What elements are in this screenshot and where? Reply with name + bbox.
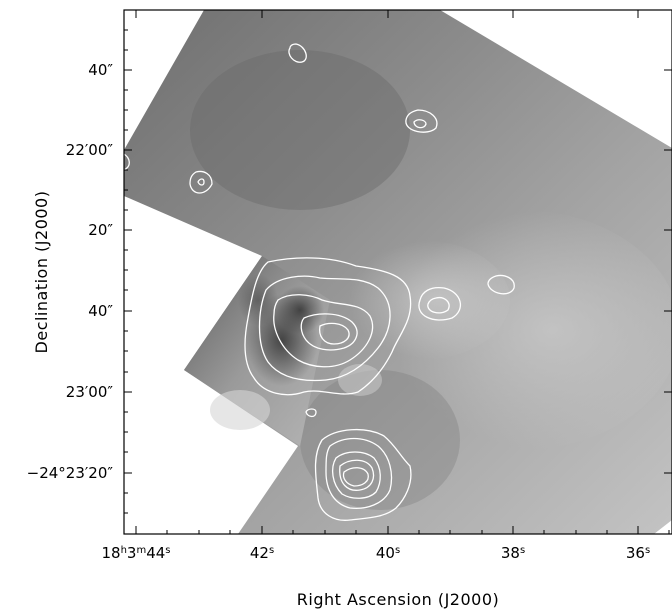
- plot-frame: [123, 9, 672, 535]
- y-tick-label: 20″: [88, 221, 113, 239]
- y-tick-label: 40″: [88, 302, 113, 320]
- y-tick-label: 22′00″: [66, 141, 114, 159]
- contour-lines: [124, 43, 515, 521]
- x-tick-label: 38s: [501, 544, 525, 562]
- y-tick-label: 23′00″: [66, 383, 114, 401]
- y-tick-labels: 40″ 22′00″ 20″ 40″ 23′00″ −24°23′20″: [27, 61, 114, 482]
- x-tick-label: 36s: [626, 544, 650, 562]
- x-tick-label: 42s: [250, 544, 274, 562]
- x-tick-label: 40s: [376, 544, 400, 562]
- y-tick-label: −24°23′20″: [27, 464, 114, 482]
- x-tick-labels: 18h3m44s 42s 40s 38s 36s: [101, 544, 650, 562]
- x-axis-label: Right Ascension (J2000): [297, 590, 500, 609]
- x-tick-label: 18h3m44s: [101, 544, 170, 562]
- y-axis-label: Declination (J2000): [32, 191, 51, 354]
- y-tick-label: 40″: [88, 61, 113, 79]
- tick-marks: [124, 10, 672, 534]
- grayscale-image: [124, 10, 672, 534]
